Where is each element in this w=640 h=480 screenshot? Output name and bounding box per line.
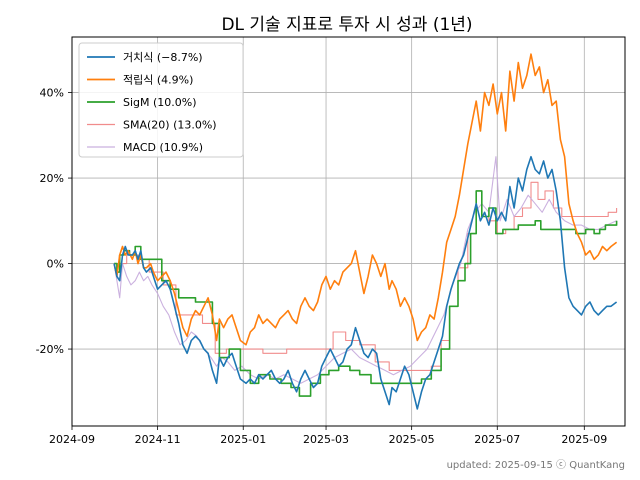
series-line-2	[114, 190, 618, 397]
axis-ticks: 2024-09 2024-11 2025-01 2025-03 2025-05 2025-…	[36, 87, 608, 446]
y-tick-label: 20%	[40, 172, 64, 185]
series-line-1	[113, 53, 618, 346]
legend: 거치식 (−8.7%) 적립식 (4.9%) SigM (10.0%) SMA(20)…	[78, 42, 244, 158]
plot-series	[113, 53, 618, 410]
y-tick-label: -20%	[36, 343, 64, 356]
series-line-0	[113, 155, 618, 410]
plot-frame	[71, 36, 626, 427]
legend-label: 거치식 (−8.7%)	[123, 51, 203, 64]
series-line-3	[114, 181, 618, 371]
x-tick-label: 2025-09	[561, 433, 607, 446]
y-tick-label: 0%	[47, 258, 64, 271]
chart-title: DL 기술 지표로 투자 시 성과 (1년)	[221, 15, 472, 35]
legend-label: SigM (10.0%)	[123, 96, 197, 109]
legend-label: 적립식 (4.9%)	[123, 74, 193, 87]
footer-note: updated: 2025-09-15 ⓒ QuantKang	[447, 459, 625, 471]
legend-label: MACD (10.9%)	[123, 141, 203, 154]
legend-label: SMA(20) (13.0%)	[123, 119, 217, 132]
x-tick-label: 2025-05	[389, 433, 435, 446]
legend-box	[78, 42, 244, 158]
x-tick-label: 2024-09	[49, 433, 95, 446]
x-tick-label: 2025-03	[303, 433, 349, 446]
y-tick-label: 40%	[40, 87, 64, 100]
x-tick-label: 2024-11	[135, 433, 181, 446]
x-tick-label: 2025-07	[474, 433, 520, 446]
x-tick-label: 2025-01	[220, 433, 266, 446]
